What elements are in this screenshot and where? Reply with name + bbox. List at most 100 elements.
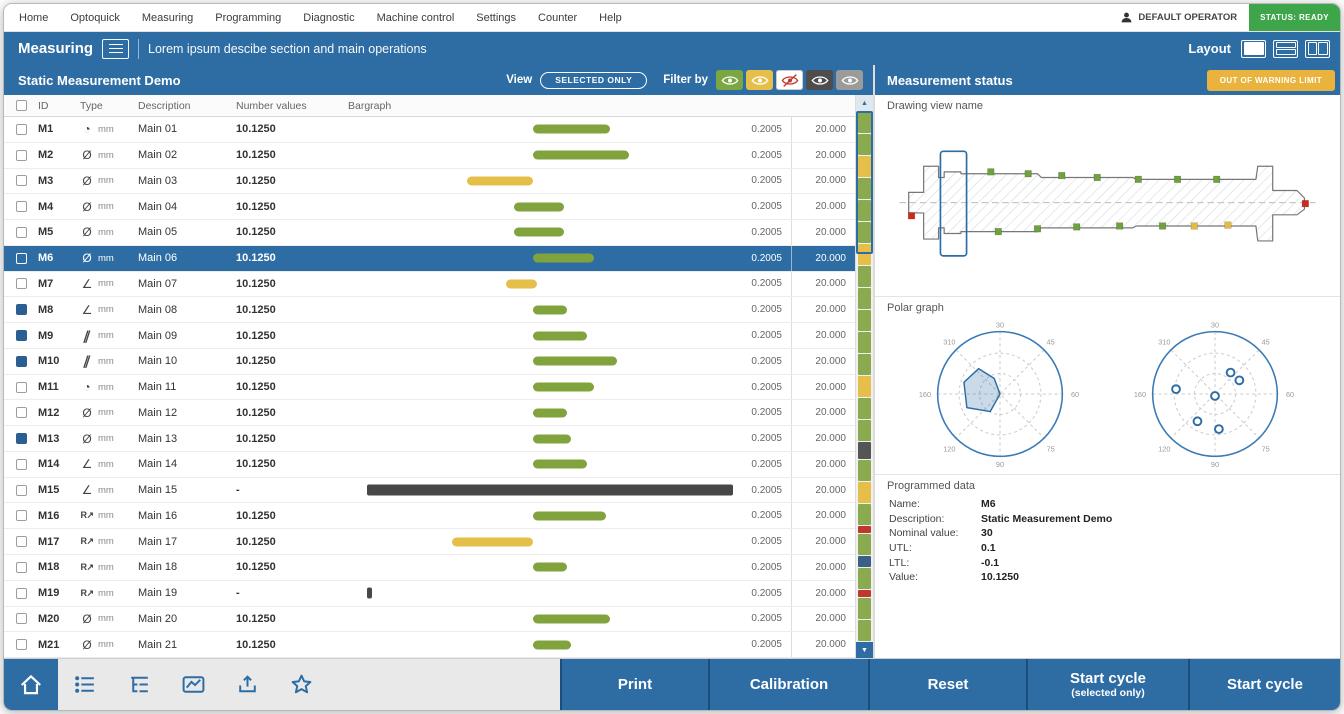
favorites-button[interactable] xyxy=(274,659,328,710)
list-view-button[interactable] xyxy=(58,659,112,710)
export-button[interactable] xyxy=(220,659,274,710)
row-checkbox[interactable] xyxy=(15,561,27,573)
table-row[interactable]: M19 R↗ mm Main 19 - 0.2005 20.000 xyxy=(4,580,855,607)
action-button-label: Print xyxy=(617,675,653,693)
row-checkbox[interactable] xyxy=(15,536,27,548)
row-bargraph xyxy=(348,297,733,322)
row-checkbox[interactable] xyxy=(15,381,27,393)
table-row[interactable]: M17 R↗ mm Main 17 10.1250 0.2005 20.000 xyxy=(4,529,855,556)
minimap-segment xyxy=(858,376,871,397)
menu-item-optoquick[interactable]: Optoquick xyxy=(59,4,131,31)
table-row[interactable]: M1 ◔ mm Main 01 10.1250 0.2005 20.000 xyxy=(4,117,855,143)
filter-eye-green[interactable] xyxy=(716,70,743,90)
menu-item-measuring[interactable]: Measuring xyxy=(131,4,204,31)
svg-text:90: 90 xyxy=(996,460,1004,469)
print-button[interactable]: Print xyxy=(560,659,708,710)
row-checkbox[interactable] xyxy=(15,252,27,264)
section-menu-button[interactable] xyxy=(102,38,130,59)
layout-split-vertical-button[interactable] xyxy=(1305,39,1330,58)
filter-eye-dark[interactable] xyxy=(806,70,833,90)
select-all-checkbox[interactable] xyxy=(15,100,27,111)
row-checkbox[interactable] xyxy=(15,175,27,187)
column-header-type: Type xyxy=(80,99,103,112)
row-checkbox[interactable] xyxy=(15,639,27,651)
start-cycle-button[interactable]: Start cycle xyxy=(1188,659,1340,710)
table-row[interactable]: M15 ∠ mm Main 15 - 0.2005 20.000 xyxy=(4,477,855,504)
row-type-cell: ◔ mm xyxy=(80,122,138,136)
menu-item-diagnostic[interactable]: Diagnostic xyxy=(292,4,365,31)
chart-view-button[interactable] xyxy=(166,659,220,710)
row-checkbox[interactable] xyxy=(15,613,27,625)
layout-label: Layout xyxy=(1188,41,1231,56)
scroll-up-arrow[interactable]: ▲ xyxy=(856,95,873,111)
filter-eye-gray[interactable] xyxy=(836,70,863,90)
row-checkbox[interactable] xyxy=(15,587,27,599)
filter-eye-red-excluded[interactable] xyxy=(776,70,803,90)
filter-eye-yellow[interactable] xyxy=(746,70,773,90)
start-cycle-selected-button[interactable]: Start cycle (selected only) xyxy=(1026,659,1188,710)
menu-item-machine-control[interactable]: Machine control xyxy=(366,4,466,31)
row-value: 10.1250 xyxy=(236,252,276,265)
row-checkbox[interactable] xyxy=(15,458,27,470)
menu-item-help[interactable]: Help xyxy=(588,4,633,31)
table-row[interactable]: M9 ∥ mm Main 09 10.1250 0.2005 20.000 xyxy=(4,323,855,349)
scrollbar-viewport[interactable] xyxy=(856,111,873,255)
layout-split-horizontal-button[interactable] xyxy=(1273,39,1298,58)
row-checkbox-cell xyxy=(4,458,38,470)
row-checkbox[interactable] xyxy=(15,149,27,161)
table-column-headers: ID Type Description Number values Bargra… xyxy=(4,95,855,117)
runout-icon: R↗ xyxy=(80,536,94,547)
row-checkbox[interactable] xyxy=(15,355,27,367)
minimap-segment xyxy=(858,310,871,331)
row-checkbox[interactable] xyxy=(15,330,27,341)
calibration-button[interactable]: Calibration xyxy=(708,659,868,710)
row-checkbox[interactable] xyxy=(15,407,27,419)
table-row[interactable]: M11 ◔ mm Main 11 10.1250 0.2005 20.000 xyxy=(4,374,855,401)
row-checkbox[interactable] xyxy=(15,433,27,445)
home-button[interactable] xyxy=(4,659,58,710)
row-high-value: 20.000 xyxy=(791,529,855,555)
reset-button[interactable]: Reset xyxy=(868,659,1026,710)
table-row[interactable]: M14 ∠ mm Main 14 10.1250 0.2005 20.000 xyxy=(4,451,855,478)
layout-single-button[interactable] xyxy=(1241,39,1266,58)
polar-graph-left: 310 30 45 60 75 90 120 160 xyxy=(919,321,1079,469)
status-scrollbar[interactable]: ▲ ▼ xyxy=(855,95,873,658)
selected-only-toggle[interactable]: SELECTED ONLY xyxy=(540,71,648,89)
row-checkbox[interactable] xyxy=(15,226,27,238)
bargraph-bar xyxy=(532,511,606,521)
row-checkbox[interactable] xyxy=(15,510,27,522)
menu-item-counter[interactable]: Counter xyxy=(527,4,588,31)
tree-view-button[interactable] xyxy=(112,659,166,710)
row-checkbox[interactable] xyxy=(15,123,27,135)
table-row[interactable]: M16 R↗ mm Main 16 10.1250 0.2005 20.000 xyxy=(4,503,855,530)
scrollbar-minimap[interactable] xyxy=(856,111,873,642)
table-row[interactable]: M18 R↗ mm Main 18 10.1250 0.2005 20.000 xyxy=(4,555,855,581)
table-row[interactable]: M7 ∠ mm Main 07 10.1250 0.2005 20.000 xyxy=(4,271,855,298)
diameter-icon: Ø xyxy=(82,225,92,240)
menu-item-programming[interactable]: Programming xyxy=(204,4,292,31)
row-checkbox[interactable] xyxy=(15,201,27,213)
row-description: Main 12 xyxy=(138,406,178,419)
menu-item-settings[interactable]: Settings xyxy=(465,4,527,31)
row-unit: mm xyxy=(98,330,114,341)
home-icon xyxy=(21,674,41,694)
runout-icon: R↗ xyxy=(80,561,94,572)
row-checkbox-cell xyxy=(4,201,38,213)
row-checkbox[interactable] xyxy=(15,484,27,496)
menu-item-home[interactable]: Home xyxy=(8,4,59,31)
table-row[interactable]: M10 ∥ mm Main 10 10.1250 0.2005 20.000 xyxy=(4,348,855,375)
user-area[interactable]: DEFAULT OPERATOR xyxy=(1120,11,1237,24)
scroll-down-arrow[interactable]: ▼ xyxy=(856,642,873,658)
table-row[interactable]: M8 ∠ mm Main 08 10.1250 0.2005 20.000 xyxy=(4,297,855,324)
row-checkbox[interactable] xyxy=(15,278,27,290)
row-checkbox[interactable] xyxy=(15,304,27,316)
